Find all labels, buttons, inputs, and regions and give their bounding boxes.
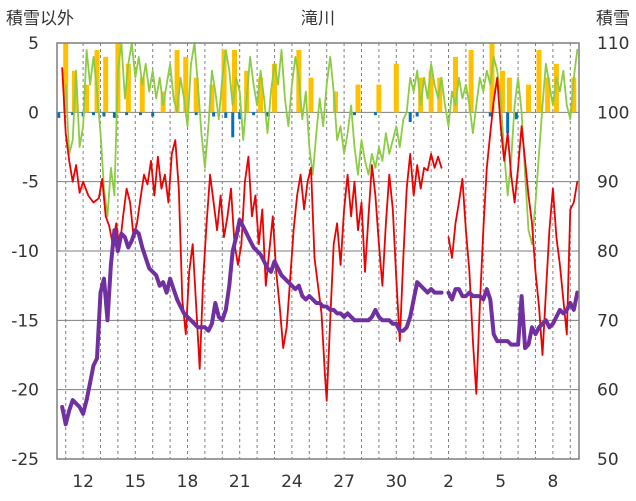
precipitation-bar: [212, 112, 216, 117]
sunshine-bar: [139, 77, 145, 113]
sunshine-bar: [428, 70, 434, 113]
precipitation-bar: [373, 112, 377, 116]
left-tick-label: -20: [11, 381, 39, 401]
precipitation-bar: [231, 112, 235, 138]
right-tick-label: 110: [597, 34, 629, 54]
left-tick-label: 5: [28, 34, 39, 54]
precipitation-bar: [238, 112, 242, 120]
precipitation-bar: [71, 112, 75, 116]
precipitation-bar: [224, 112, 228, 118]
sunshine-bar: [499, 70, 505, 113]
x-tick-label: 5: [495, 472, 506, 492]
precipitation-bar: [92, 112, 96, 116]
chart-title: 滝川: [301, 9, 335, 29]
right-tick-label: 100: [597, 103, 629, 123]
sunshine-bar: [63, 43, 69, 113]
right-axis-label: 積雪: [596, 9, 630, 29]
sunshine-bar: [221, 49, 227, 113]
plot-frame: [56, 42, 580, 460]
sunshine-bar: [209, 84, 215, 113]
sunshine-bar: [437, 77, 443, 113]
series-line-temperature: [61, 67, 443, 402]
right-tick-label: 90: [597, 173, 619, 193]
precipitation-bar: [125, 112, 129, 116]
sunshine-bar: [258, 77, 264, 113]
precipitation-bar: [488, 112, 492, 117]
sunshine-bar: [231, 49, 237, 113]
left-axis-label: 積雪以外: [6, 9, 74, 29]
sunshine-bar: [125, 63, 131, 113]
left-tick-label: 0: [28, 103, 39, 123]
left-tick-label: -10: [11, 242, 39, 262]
frame-layer: [56, 42, 580, 460]
series-layer: [60, 42, 580, 427]
sunshine-bar: [526, 84, 532, 113]
sunshine-bar: [545, 77, 551, 113]
sunshine-bar: [393, 63, 399, 113]
sunshine-bar: [183, 56, 189, 113]
left-tick-label: -25: [11, 450, 39, 470]
sunshine-bar: [84, 84, 90, 113]
precipitation-bar: [408, 112, 412, 123]
sunshine-bar: [308, 77, 314, 113]
sunshine-bar: [103, 56, 109, 113]
right-tick-label: 50: [597, 450, 619, 470]
sunshine-bar: [376, 84, 382, 113]
sunshine-bar: [174, 49, 180, 113]
precipitation-bar: [112, 112, 116, 118]
sunshine-bar: [571, 77, 577, 113]
precipitation-bar: [102, 112, 106, 117]
x-tick-label: 21: [229, 472, 251, 492]
right-tick-label: 70: [597, 311, 619, 331]
sunshine-bar: [272, 63, 277, 113]
precipitation-bar: [353, 112, 357, 116]
precipitation-bar: [57, 112, 61, 118]
sunshine-bar: [452, 56, 458, 113]
sunshine-bar: [468, 49, 474, 113]
series-line-snow: [60, 217, 444, 427]
x-tick-label: 27: [333, 472, 355, 492]
precipitation-bar: [266, 112, 270, 117]
x-tick-label: 18: [177, 472, 199, 492]
sunshine-bar: [193, 77, 199, 113]
x-tick-label: 2: [443, 472, 454, 492]
sunshine-bar: [553, 63, 559, 113]
precipitation-bar: [139, 112, 143, 116]
x-tick-label: 15: [124, 472, 146, 492]
sunshine-bar: [355, 84, 361, 113]
left-tick-label: -15: [11, 311, 39, 331]
x-tick-label: 30: [385, 472, 407, 492]
precipitation-bar: [506, 112, 510, 134]
series-line-snow_b: [446, 287, 580, 351]
precipitation-bar: [151, 112, 155, 117]
sunshine-bar: [506, 77, 512, 113]
precipitation-bar: [194, 112, 198, 116]
right-tick-label: 80: [597, 242, 619, 262]
series-line-temperature_b: [447, 76, 579, 395]
x-tick-label: 12: [72, 472, 94, 492]
precipitation-bar: [514, 112, 518, 120]
x-tick-label: 24: [281, 472, 303, 492]
sunshine-bar: [332, 91, 338, 113]
precipitation-bar: [415, 112, 419, 117]
sunshine-bar: [94, 49, 100, 113]
sunshine-bar: [418, 77, 424, 113]
right-tick-label: 60: [597, 381, 619, 401]
x-tick-label: 8: [547, 472, 558, 492]
left-tick-label: -5: [22, 173, 39, 193]
series-line-humidity: [64, 42, 579, 245]
precipitation-bar: [252, 112, 256, 116]
sunshine-bar: [536, 49, 542, 113]
